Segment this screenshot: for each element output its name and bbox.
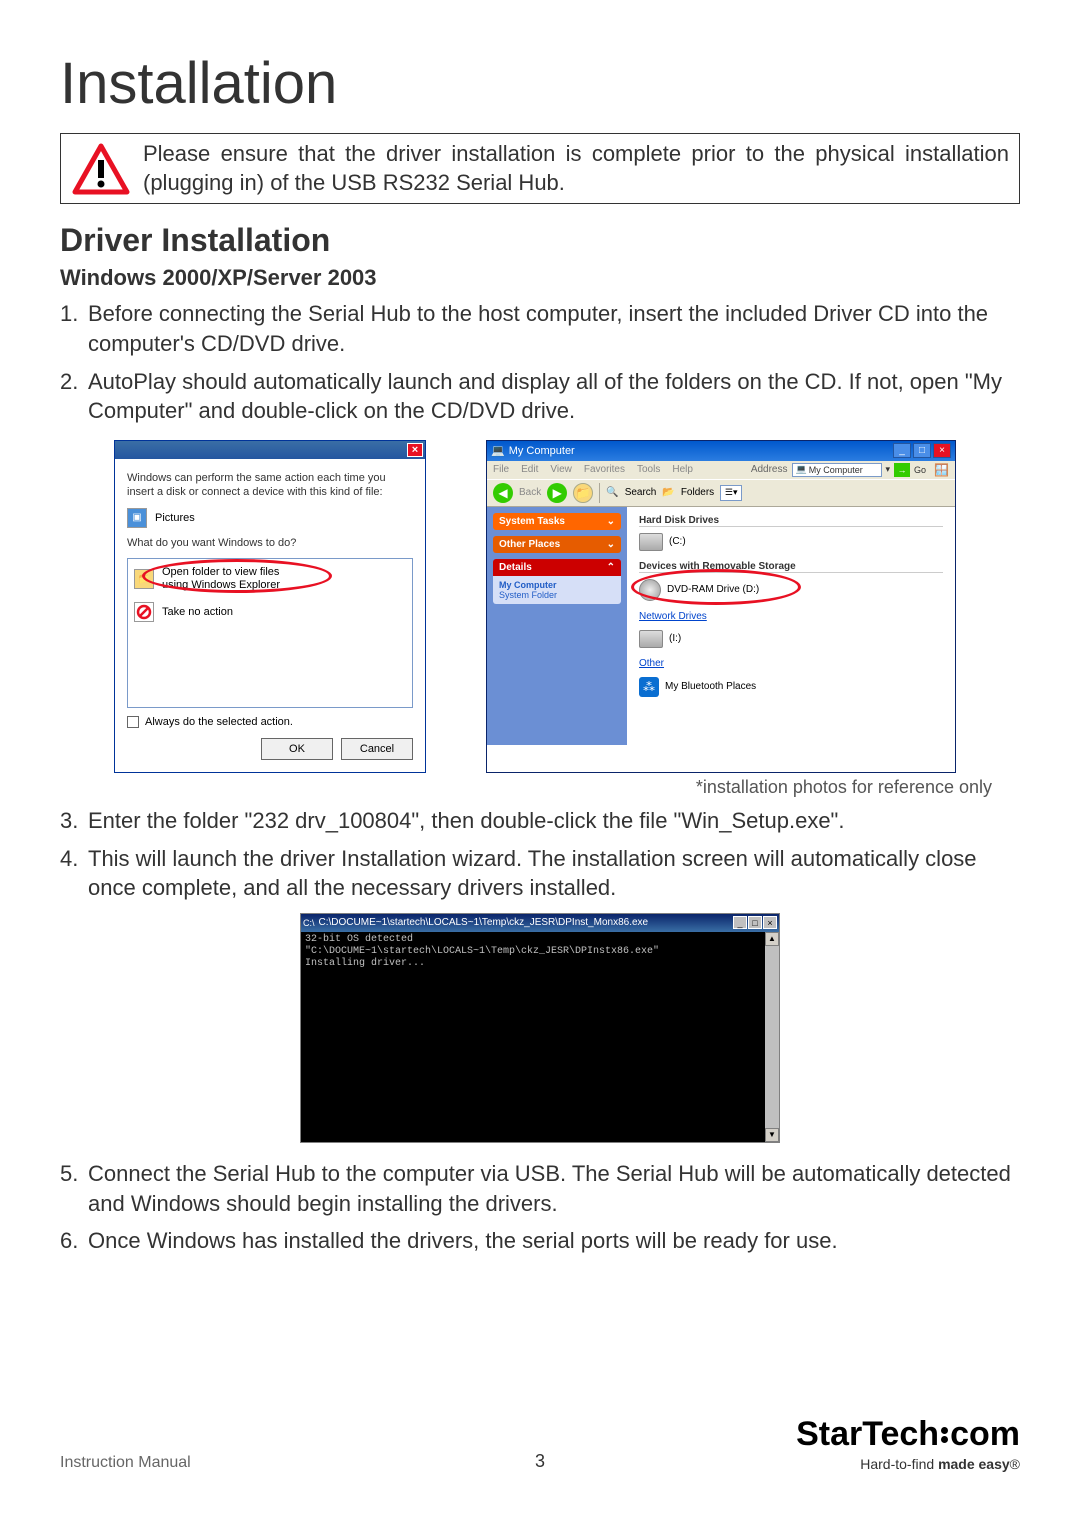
cmd-titlebar: C:\ C:\DOCUME~1\startech\LOCALS~1\Temp\c… [301, 914, 779, 932]
close-button[interactable]: × [933, 443, 951, 458]
always-checkbox[interactable] [127, 716, 139, 728]
step-4: 4.This will launch the driver Installati… [60, 844, 1020, 903]
dialog-intro: Windows can perform the same action each… [127, 471, 413, 500]
menu-view[interactable]: View [550, 464, 572, 475]
explorer-sidebar: System Tasks⌄ Other Places⌄ Details⌃ My … [487, 507, 627, 745]
warning-box: Please ensure that the driver installati… [60, 133, 1020, 204]
brand-tagline: Hard-to-find made easy® [796, 1456, 1020, 1472]
brand-logo: StarTech com Hard-to-find made easy® [796, 1415, 1020, 1472]
cmd-title: C:\DOCUME~1\startech\LOCALS~1\Temp\ckz_J… [319, 917, 649, 928]
cancel-button[interactable]: Cancel [341, 738, 413, 760]
section-title: Driver Installation [60, 222, 1020, 259]
menu-help[interactable]: Help [672, 464, 693, 475]
step-1: 1.Before connecting the Serial Hub to th… [60, 299, 1020, 358]
explorer-window: 💻 My Computer _ □ × File Edit View Favor… [486, 440, 956, 773]
os-title: Windows 2000/XP/Server 2003 [60, 265, 1020, 291]
menu-edit[interactable]: Edit [521, 464, 538, 475]
page-number: 3 [535, 1451, 545, 1472]
warning-icon [71, 142, 131, 196]
explorer-main: Hard Disk Drives (C:) Devices with Remov… [627, 507, 955, 745]
address-input[interactable]: 💻 My Computer [792, 463, 882, 477]
drive-c[interactable]: (C:) [639, 531, 943, 553]
minimize-button[interactable]: _ [893, 443, 911, 458]
drive-network[interactable]: (I:) [639, 628, 943, 650]
page-title: Installation [60, 50, 1020, 117]
bluetooth-places[interactable]: ⁂ My Bluetooth Places [639, 675, 943, 699]
cmd-scrollbar[interactable]: ▲ ▼ [765, 932, 779, 1142]
panel-other-places[interactable]: Other Places⌄ [493, 536, 621, 553]
scroll-up-icon[interactable]: ▲ [765, 932, 779, 946]
windows-flag-icon: 🪟 [934, 463, 949, 477]
option-no-action[interactable]: Take no action [128, 599, 412, 625]
drive-dvd[interactable]: DVD-RAM Drive (D:) [639, 577, 943, 603]
search-label: Search [625, 487, 657, 498]
cmd-output: 32-bit OS detected "C:\DOCUME~1\startech… [301, 932, 765, 1142]
cmd-window: C:\ C:\DOCUME~1\startech\LOCALS~1\Temp\c… [300, 913, 780, 1143]
section-network: Network Drives [639, 611, 943, 622]
back-button[interactable]: ◀ [493, 483, 513, 503]
details-sub: System Folder [499, 590, 615, 600]
back-label: Back [519, 487, 541, 498]
dvd-icon [639, 579, 661, 601]
screenshots-row: × Windows can perform the same action ea… [114, 440, 1020, 773]
search-icon[interactable]: 🔍 [606, 487, 618, 498]
explorer-title: My Computer [509, 445, 575, 457]
ok-button[interactable]: OK [261, 738, 333, 760]
screenshots-caption: *installation photos for reference only [60, 777, 992, 798]
autoplay-dialog: × Windows can perform the same action ea… [114, 440, 426, 773]
explorer-toolbar: ◀ Back ▶ 📁 🔍 Search 📂 Folders ☰▾ [487, 479, 955, 507]
views-button[interactable]: ☰▾ [720, 485, 742, 501]
cmd-icon: C:\ [303, 918, 315, 928]
menu-tools[interactable]: Tools [637, 464, 660, 475]
dialog-titlebar: × [115, 441, 425, 459]
go-label: Go [914, 465, 926, 475]
dialog-options-list: 📁 Open folder to view files using Window… [127, 558, 413, 708]
network-drive-icon [639, 630, 663, 648]
panel-system-tasks[interactable]: System Tasks⌄ [493, 513, 621, 530]
menu-favorites[interactable]: Favorites [584, 464, 625, 475]
scroll-down-icon[interactable]: ▼ [765, 1128, 779, 1142]
folder-icon: 📁 [134, 569, 154, 589]
menu-file[interactable]: File [493, 464, 509, 475]
hdd-icon [639, 533, 663, 551]
details-title: My Computer [499, 580, 615, 590]
up-button[interactable]: 📁 [573, 483, 593, 503]
page-footer: Instruction Manual 3 StarTech com Hard-t… [60, 1415, 1020, 1472]
forward-button[interactable]: ▶ [547, 483, 567, 503]
option-open-folder[interactable]: 📁 Open folder to view files using Window… [128, 563, 412, 595]
folders-icon[interactable]: 📂 [662, 487, 674, 498]
explorer-menubar: File Edit View Favorites Tools Help Addr… [487, 461, 955, 479]
section-removable: Devices with Removable Storage [639, 561, 943, 573]
step-list-3: 5.Connect the Serial Hub to the computer… [60, 1159, 1020, 1256]
pictures-label: Pictures [155, 512, 195, 524]
address-label: Address [751, 464, 788, 475]
computer-icon: 💻 [491, 444, 505, 457]
footer-left: Instruction Manual [60, 1454, 191, 1472]
dialog-prompt: What do you want Windows to do? [127, 536, 413, 550]
step-6: 6.Once Windows has installed the drivers… [60, 1226, 1020, 1256]
close-icon[interactable]: × [407, 443, 423, 457]
always-checkbox-row: Always do the selected action. [127, 716, 413, 728]
cmd-minimize[interactable]: _ [733, 916, 747, 929]
pictures-icon: ▣ [127, 508, 147, 528]
step-5: 5.Connect the Serial Hub to the computer… [60, 1159, 1020, 1218]
explorer-titlebar: 💻 My Computer _ □ × [487, 441, 955, 461]
warning-text: Please ensure that the driver installati… [143, 140, 1009, 197]
folders-label: Folders [681, 487, 714, 498]
step-2: 2.AutoPlay should automatically launch a… [60, 367, 1020, 426]
step-list-2: 3.Enter the folder "232 drv_100804", the… [60, 806, 1020, 903]
go-button[interactable]: → [894, 463, 910, 477]
step-list: 1.Before connecting the Serial Hub to th… [60, 299, 1020, 426]
maximize-button[interactable]: □ [913, 443, 931, 458]
panel-details[interactable]: Details⌃ [493, 559, 621, 576]
cancel-icon [134, 602, 154, 622]
always-label: Always do the selected action. [145, 716, 293, 728]
cmd-close[interactable]: × [763, 916, 777, 929]
bluetooth-icon: ⁂ [639, 677, 659, 697]
step-3: 3.Enter the folder "232 drv_100804", the… [60, 806, 1020, 836]
section-hdd: Hard Disk Drives [639, 515, 943, 527]
cmd-maximize[interactable]: □ [748, 916, 762, 929]
section-other: Other [639, 658, 943, 669]
